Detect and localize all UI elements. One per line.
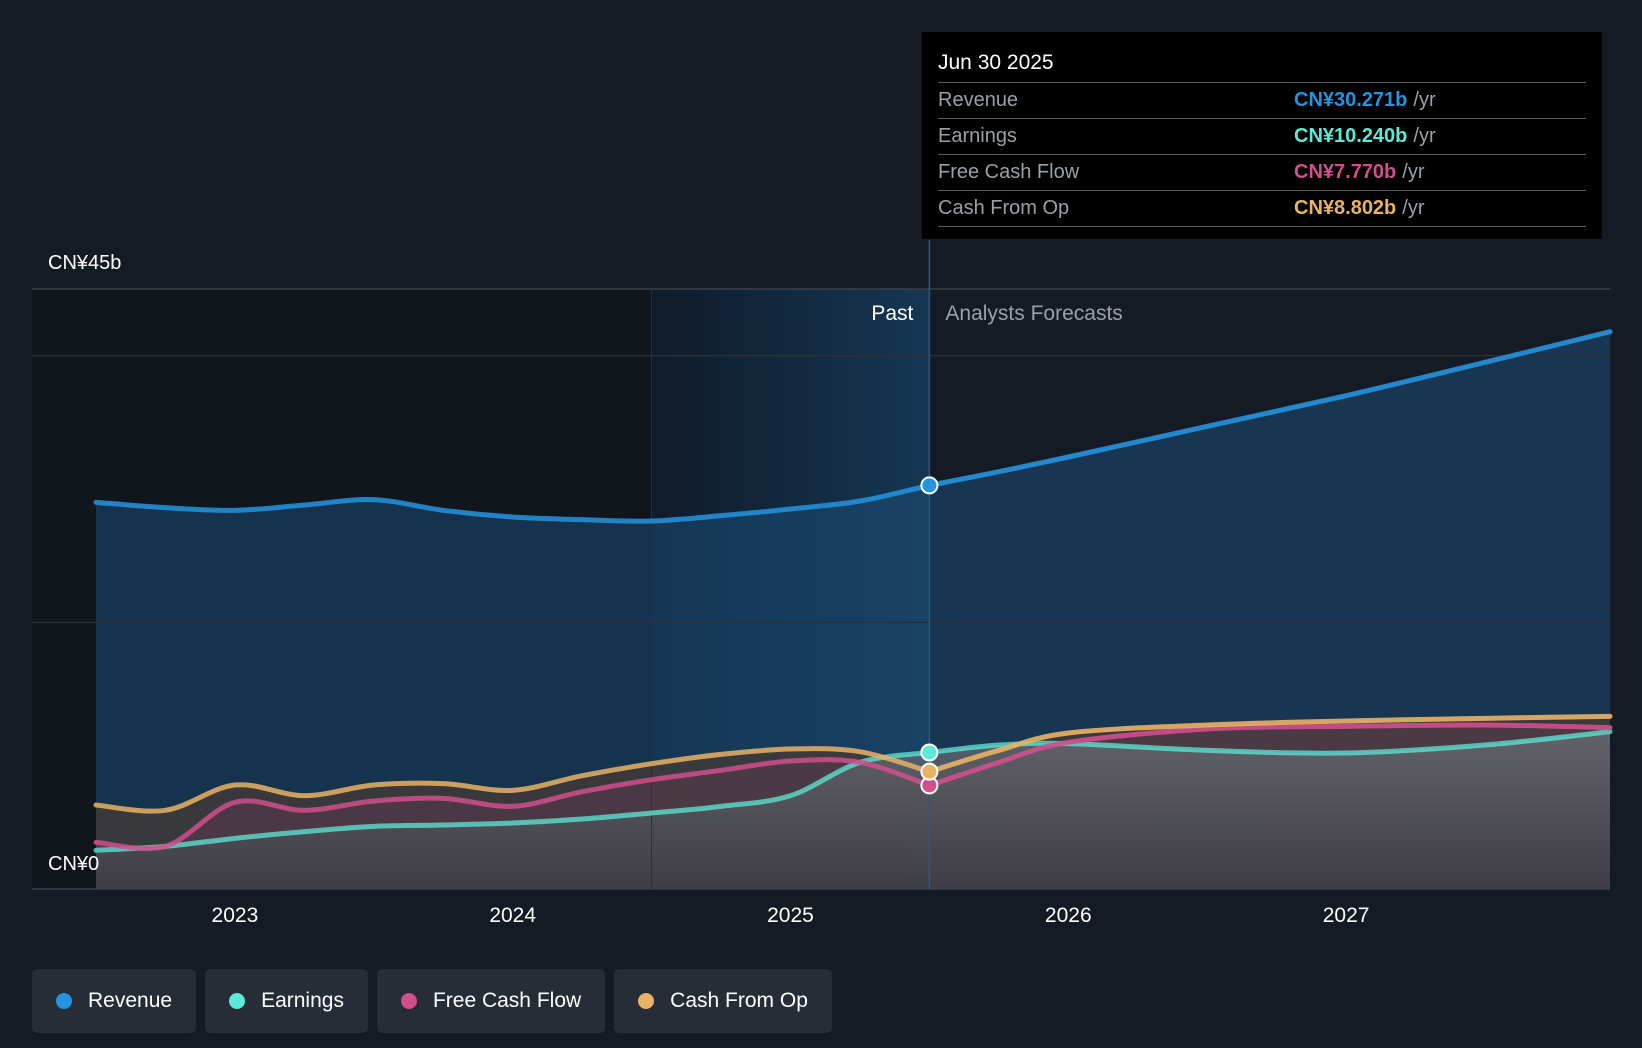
tooltip-value: CN¥7.770b	[1294, 161, 1397, 183]
x-tick-label: 2027	[1323, 904, 1370, 927]
earnings-line-forecast	[926, 729, 1613, 756]
tooltip-unit: /yr	[1413, 89, 1436, 111]
y-axis-top-label: CN¥45b	[48, 252, 122, 274]
revenue-line-past	[93, 482, 932, 524]
tooltip-unit: /yr	[1402, 161, 1425, 183]
legend: Revenue Earnings Free Cash Flow Cash Fro…	[32, 969, 832, 1033]
cash-from-op-point	[920, 762, 939, 781]
tooltip: Jun 30 2025 Revenue CN¥30.271b /yr Earni…	[922, 32, 1602, 239]
y-axis-bottom-label: CN¥0	[48, 853, 100, 875]
tooltip-date: Jun 30 2025	[938, 46, 1586, 83]
tooltip-row-cash-from-op: Cash From Op CN¥8.802b /yr	[938, 191, 1586, 227]
tooltip-unit: /yr	[1413, 125, 1436, 147]
tooltip-label: Earnings	[938, 125, 1017, 147]
tooltip-value: CN¥8.802b	[1294, 197, 1397, 219]
legend-label: Revenue	[88, 989, 173, 1012]
x-tick-label: 2025	[767, 904, 814, 927]
past-label: Past	[871, 302, 913, 325]
tooltip-row-earnings: Earnings CN¥10.240b /yr	[938, 119, 1586, 155]
earnings-area	[96, 731, 1610, 889]
free-cash-flow-line-forecast	[926, 722, 1613, 788]
x-tick-label: 2023	[212, 904, 259, 927]
earnings-line-past	[93, 749, 932, 853]
cash-from-op-dot-icon	[638, 993, 655, 1009]
legend-item-cash-from-op[interactable]: Cash From Op	[614, 969, 832, 1033]
legend-item-earnings[interactable]: Earnings	[205, 969, 368, 1033]
legend-label: Free Cash Flow	[432, 989, 582, 1012]
legend-item-free-cash-flow[interactable]: Free Cash Flow	[376, 969, 606, 1033]
tooltip-value: CN¥30.271b	[1294, 89, 1408, 111]
x-tick-label: 2024	[489, 904, 536, 927]
tooltip-label: Free Cash Flow	[938, 161, 1080, 183]
tooltip-unit: /yr	[1402, 197, 1425, 219]
free-cash-flow-line-past	[93, 757, 932, 852]
legend-label: Cash From Op	[670, 989, 808, 1012]
revenue-line-forecast	[926, 329, 1613, 488]
tooltip-label: Cash From Op	[938, 197, 1070, 219]
earnings-dot-icon	[229, 993, 246, 1009]
revenue-point	[920, 476, 939, 495]
earnings-point	[920, 743, 939, 762]
cash-from-op-line-forecast	[926, 713, 1613, 775]
tooltip-row-free-cash-flow: Free Cash Flow CN¥7.770b /yr	[938, 155, 1586, 191]
tooltip-row-revenue: Revenue CN¥30.271b /yr	[938, 83, 1586, 119]
tooltip-value: CN¥10.240b	[1294, 125, 1408, 147]
x-tick-label: 2026	[1045, 904, 1092, 927]
legend-item-revenue[interactable]: Revenue	[32, 969, 197, 1033]
legend-label: Earnings	[261, 989, 344, 1012]
tooltip-label: Revenue	[938, 89, 1019, 111]
forecast-label: Analysts Forecasts	[945, 302, 1122, 325]
cash-from-op-line-past	[93, 746, 932, 814]
revenue-dot-icon	[56, 993, 72, 1009]
free-cash-flow-dot-icon	[400, 993, 417, 1009]
